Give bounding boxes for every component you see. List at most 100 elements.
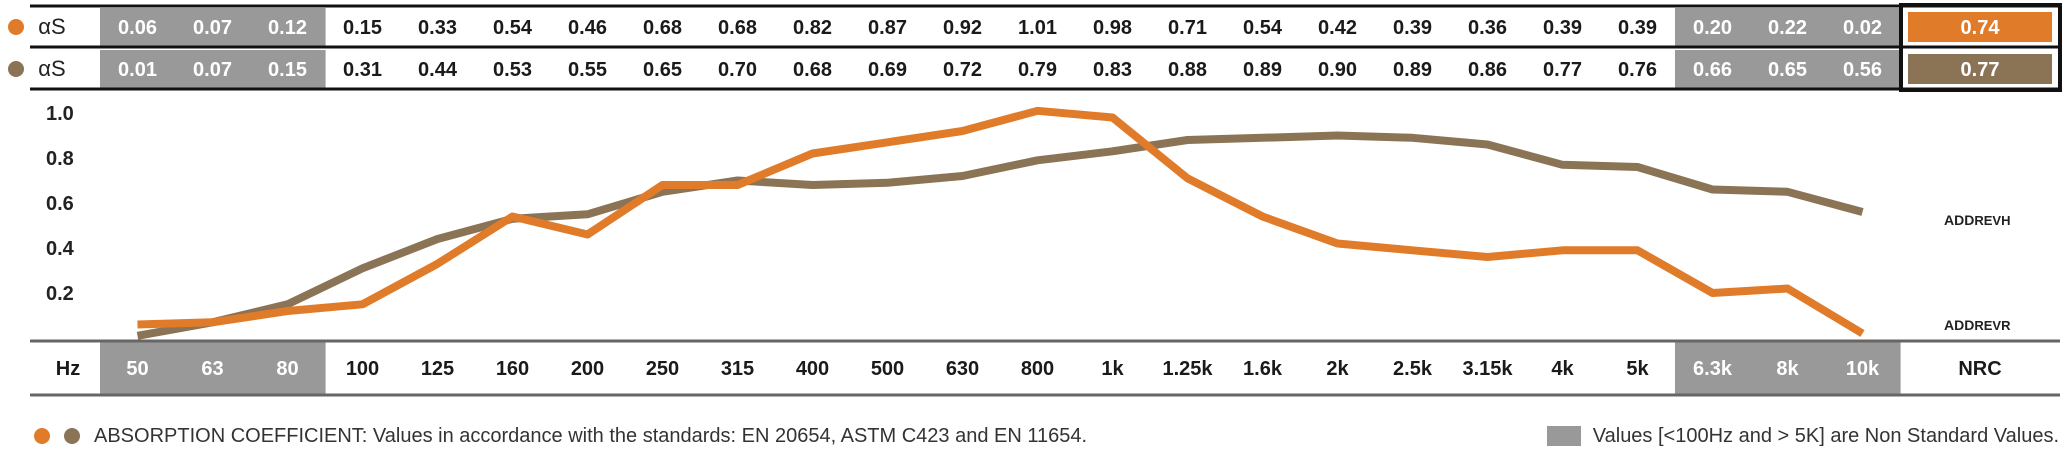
freq-label: 2k [1326, 358, 1349, 380]
value-cell: 0.07 [193, 59, 232, 81]
value-cell: 0.77 [1543, 59, 1582, 81]
value-cell: 0.22 [1768, 17, 1807, 39]
value-cell: 0.55 [568, 59, 607, 81]
value-cell: 0.39 [1543, 17, 1582, 39]
nonstandard-freq-cell [1825, 342, 1901, 394]
value-cell: 0.98 [1093, 17, 1132, 39]
nonstandard-freq-cell [100, 342, 176, 394]
freq-label: 8k [1776, 358, 1799, 380]
nonstandard-cell [175, 8, 251, 46]
row-label: αS [38, 56, 65, 81]
value-cell: 0.89 [1243, 59, 1282, 81]
freq-label: 4k [1551, 358, 1574, 380]
freq-label: 250 [646, 358, 679, 380]
freq-label: 6.3k [1693, 358, 1733, 380]
value-cell: 0.15 [268, 59, 307, 81]
value-cell: 0.79 [1018, 59, 1057, 81]
nonstandard-cell [1675, 8, 1751, 46]
value-cell: 0.65 [643, 59, 682, 81]
value-cell: 0.72 [943, 59, 982, 81]
value-cell: 0.69 [868, 59, 907, 81]
nonstandard-freq-cell [1675, 342, 1751, 394]
value-cell: 0.70 [718, 59, 757, 81]
freq-label: 3.15k [1462, 358, 1513, 380]
nrc-value: 0.77 [1961, 59, 2000, 81]
nonstandard-freq-cell [175, 342, 251, 394]
freq-label: 100 [346, 358, 379, 380]
freq-label: 160 [496, 358, 529, 380]
absorption-chart: αS 0.06 0.07 0.12 0.15 0.33 0.54 0.46 0.68 0.68 0.… [8, 3, 2062, 397]
nrc-cell [1908, 54, 2052, 84]
nonstandard-cell [250, 8, 326, 46]
y-tick-label: 0.8 [46, 148, 74, 170]
nonstandard-freq-cell [1750, 342, 1826, 394]
nonstandard-cell [1825, 8, 1901, 46]
value-cell: 0.02 [1843, 17, 1882, 39]
value-cell: 0.20 [1693, 17, 1732, 39]
y-tick-label: 0.2 [46, 283, 74, 305]
freq-label: 50 [126, 358, 148, 380]
value-cell: 0.83 [1093, 59, 1132, 81]
footer-legend: ABSORPTION COEFFICIENT: Values in accord… [34, 418, 1087, 454]
freq-label: 630 [946, 358, 979, 380]
series-end-label: ADDREVR [1944, 317, 2011, 333]
freq-label: 1k [1101, 358, 1124, 380]
nonstandard-freq-cell [250, 342, 326, 394]
freq-label: 63 [201, 358, 223, 380]
y-tick-label: 0.4 [46, 238, 75, 260]
value-cell: 0.46 [568, 17, 607, 39]
row-label: αS [38, 14, 65, 39]
value-cell: 0.42 [1318, 17, 1357, 39]
freq-label: 80 [276, 358, 298, 380]
nonstandard-cell [1750, 8, 1826, 46]
series-line-addrevh [137, 106, 1865, 337]
value-cell: 0.68 [718, 17, 757, 39]
brown-dot-icon [8, 61, 24, 77]
value-cell: 0.53 [493, 59, 532, 81]
value-cell: 0.86 [1468, 59, 1507, 81]
value-cell: 1.01 [1018, 17, 1057, 39]
value-cell: 0.71 [1168, 17, 1207, 39]
nonstandard-cell [1750, 50, 1826, 88]
footer-nonstandard-text: Values [<100Hz and > 5K] are Non Standar… [1592, 424, 2059, 447]
brown-dot-icon [64, 428, 80, 444]
value-cell: 0.01 [118, 59, 157, 81]
y-tick-label: 1.0 [46, 103, 74, 125]
nonstandard-cell [1675, 50, 1751, 88]
value-cell: 0.07 [193, 17, 232, 39]
value-cell: 0.68 [643, 17, 682, 39]
value-cell: 0.92 [943, 17, 982, 39]
nrc-cell [1908, 12, 2052, 42]
series-line-addrevr [136, 131, 1864, 340]
value-cell: 0.89 [1393, 59, 1432, 81]
value-cell: 0.56 [1843, 59, 1882, 81]
nrc-header: NRC [1958, 358, 2001, 380]
footer-nonstandard-note: Values [<100Hz and > 5K] are Non Standar… [1546, 418, 2059, 454]
freq-label: 1.6k [1243, 358, 1283, 380]
value-cell: 0.76 [1618, 59, 1657, 81]
nonstandard-cell [175, 50, 251, 88]
freq-header: Hz [56, 358, 80, 380]
value-cell: 0.82 [793, 17, 832, 39]
freq-label: 1.25k [1162, 358, 1213, 380]
value-cell: 0.44 [418, 59, 458, 81]
freq-label: 200 [571, 358, 604, 380]
value-cell: 0.54 [493, 17, 533, 39]
value-cell: 0.90 [1318, 59, 1357, 81]
orange-dot-icon [34, 428, 50, 444]
nonstandard-cell [250, 50, 326, 88]
nrc-box [1899, 3, 2062, 92]
freq-label: 400 [796, 358, 829, 380]
freq-label: 2.5k [1393, 358, 1433, 380]
nrc-value: 0.74 [1961, 17, 2001, 39]
value-cell: 0.68 [793, 59, 832, 81]
freq-label: 5k [1626, 358, 1649, 380]
y-tick-label: 0.6 [46, 193, 74, 215]
freq-label: 125 [421, 358, 454, 380]
value-cell: 0.66 [1693, 59, 1732, 81]
value-cell: 0.31 [343, 59, 382, 81]
value-cell: 0.87 [868, 17, 907, 39]
freq-label: 500 [871, 358, 904, 380]
freq-label: 10k [1846, 358, 1880, 380]
orange-dot-icon [8, 19, 24, 35]
